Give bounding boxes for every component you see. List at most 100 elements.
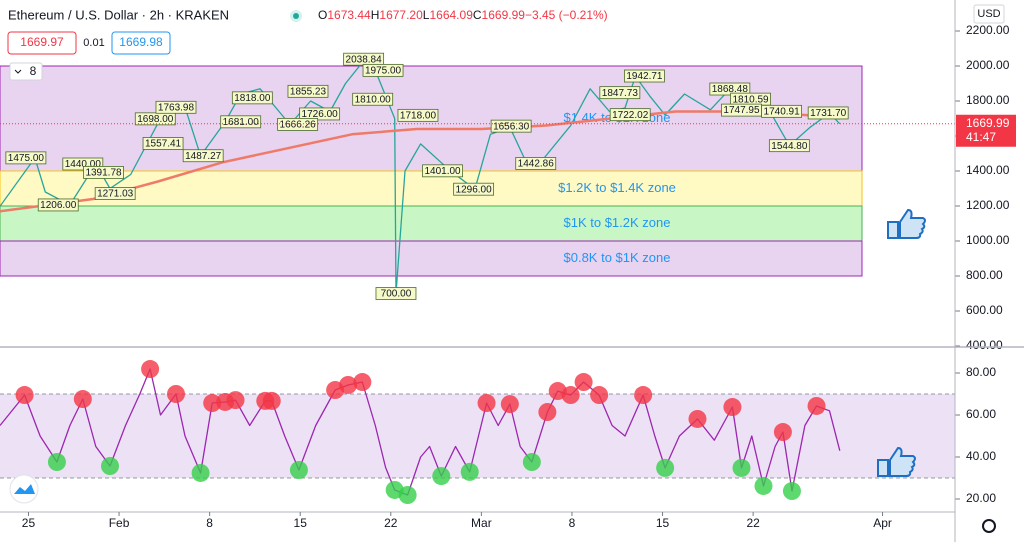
price-label: 1271.03	[97, 189, 134, 200]
zone	[0, 205, 863, 242]
price-label-box	[142, 137, 184, 150]
overbought-dot	[226, 391, 245, 410]
price-label: 1847.73	[602, 88, 639, 99]
price-label-box	[5, 151, 47, 165]
thumb-icon	[877, 208, 926, 477]
rsi-pane: 20.00 40.00 60.00 80.00	[0, 349, 1024, 511]
y-tick-label: 1000.00	[966, 233, 1010, 247]
x-tick-label: 15	[294, 516, 308, 530]
y-tick-label: 80.00	[966, 365, 996, 379]
price-label-box	[599, 86, 641, 100]
zone-label: $1.2K to $1.4K zone	[558, 180, 676, 195]
x-tick-label: 8	[569, 516, 576, 530]
oversold-dot	[732, 458, 751, 477]
price-label-box	[721, 103, 762, 117]
x-tick-label: Mar	[471, 516, 492, 530]
price-label: 1442.86	[518, 159, 555, 170]
logo-mark	[14, 484, 35, 494]
ohlc-key: H	[371, 8, 380, 22]
overbought-dot	[141, 360, 160, 379]
price-label: 1666.26	[280, 120, 317, 131]
overbought-dot	[590, 386, 609, 405]
x-tick-label: 22	[384, 516, 398, 530]
status-dot	[293, 13, 299, 19]
overbought-dot	[262, 391, 281, 410]
overbought-dot	[538, 403, 557, 422]
price-label-box	[375, 287, 417, 300]
price-label-box	[709, 82, 751, 96]
settings-gear[interactable]	[982, 519, 996, 533]
overbought-dot	[688, 409, 707, 428]
price-label-box	[231, 91, 273, 105]
chevron	[14, 69, 22, 74]
logo[interactable]	[9, 474, 39, 504]
ohlc-value: 1673.44	[327, 8, 371, 22]
overbought-dot	[353, 373, 372, 392]
price-label-box	[490, 119, 532, 133]
ask-box[interactable]	[111, 31, 171, 55]
price-label: 1681.00	[223, 117, 260, 128]
price-label-box	[220, 115, 262, 129]
price-label: 1818.00	[234, 93, 271, 104]
price-label-box	[37, 198, 79, 212]
price-pane: $1.4K to $2K zone$1.2K to $1.4K zone$1K …	[0, 23, 1024, 352]
price-label-box	[397, 108, 439, 122]
y-tick-label: 2200.00	[966, 23, 1010, 37]
oversold-dot	[460, 462, 479, 481]
oversold-dot	[522, 453, 541, 472]
ohlc-key: L	[423, 8, 430, 22]
y-tick-label: 400.00	[966, 338, 1003, 352]
x-tick-label: 15	[656, 516, 670, 530]
oversold-dot	[656, 458, 675, 477]
bid: 1669.97	[20, 35, 64, 49]
price-label: 1206.00	[40, 200, 77, 211]
bid-box[interactable]	[7, 31, 77, 55]
series-line	[0, 368, 841, 496]
header: Ethereum / U.S. Dollar · 2h · KRAKEN O16…	[0, 2, 1005, 81]
oversold-dot	[754, 476, 773, 495]
zone-label: $1K to $1.2K zone	[564, 215, 671, 230]
price-label-box	[768, 139, 810, 153]
price-label: 1810.59	[732, 94, 769, 105]
x-tick-label: 25	[22, 516, 36, 530]
y-tick-label: 600.00	[966, 303, 1003, 317]
price-label-box	[94, 187, 136, 200]
overbought-dot	[477, 394, 496, 413]
oversold-dot	[289, 461, 308, 480]
indicator-count: 8	[30, 64, 37, 78]
y-tick-label: 20.00	[966, 491, 996, 505]
y-tick-label: 1400.00	[966, 163, 1010, 177]
price-label-box	[155, 100, 197, 114]
currency-box[interactable]	[973, 4, 1005, 24]
y-tick-label: 1200.00	[966, 198, 1010, 212]
x-tick-label: Feb	[109, 516, 130, 530]
currency: USD	[977, 8, 1000, 20]
price-label: 1747.95	[723, 105, 760, 116]
price-label: 1557.41	[145, 139, 182, 150]
indicator-toggle[interactable]	[9, 62, 43, 81]
ohlc-key: C	[473, 8, 482, 22]
price-label-box	[83, 166, 124, 179]
last-price: 1669.99	[966, 116, 1010, 130]
ohlc-value: 1669.99	[482, 8, 526, 22]
x-tick-label: 8	[206, 516, 213, 530]
countdown: 41:47	[966, 130, 996, 144]
oversold-dot	[100, 457, 119, 476]
overbought-dot	[723, 398, 742, 417]
price-label-box	[624, 69, 665, 83]
ask: 1669.98	[119, 35, 163, 49]
price-label: 1868.48	[712, 84, 749, 95]
ohlc-value: 1664.09	[429, 8, 473, 22]
price-label-box	[277, 118, 319, 131]
price-label: 1942.71	[626, 71, 663, 82]
price-label-box	[299, 107, 341, 121]
overbought-dot	[574, 373, 593, 392]
oversold-dot	[191, 463, 210, 482]
ohlc-key: O	[318, 8, 327, 22]
price-label-box	[453, 182, 495, 196]
last-price-box	[956, 114, 1016, 147]
price-label: 1475.00	[8, 153, 45, 164]
spread: 0.01	[83, 37, 104, 49]
symbol-title: Ethereum / U.S. Dollar · 2h · KRAKEN	[8, 7, 229, 22]
